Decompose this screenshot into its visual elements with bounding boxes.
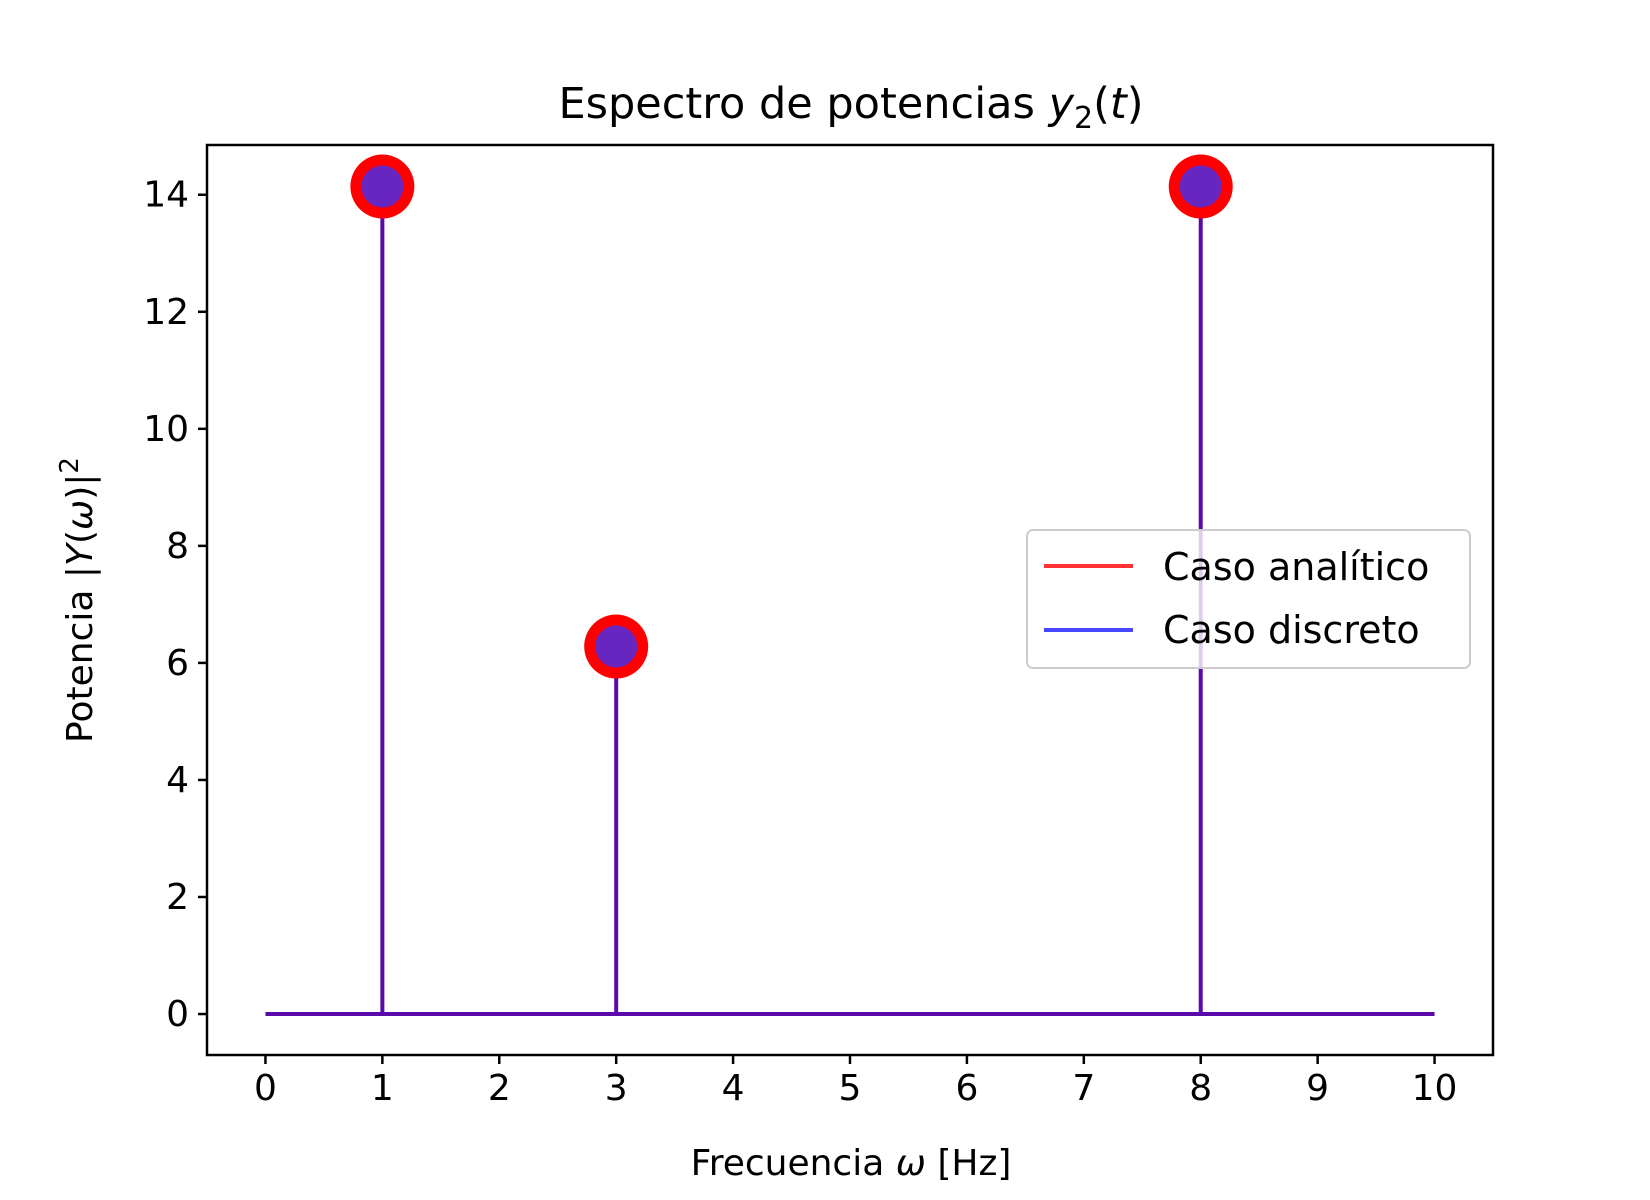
title-close-paren: ): [1127, 79, 1144, 129]
x-tick-label-9: 9: [1306, 1068, 1329, 1109]
y-axis-label-open-paren: (: [60, 530, 101, 544]
x-tick-label-1: 1: [371, 1068, 394, 1109]
markers-layer: [350, 154, 1233, 679]
title-prefix: Espectro de potencias: [558, 79, 1048, 129]
y-tick-label-12: 12: [143, 292, 189, 333]
y-axis-label-variable-omega: ω: [60, 500, 101, 530]
x-tick-label-7: 7: [1072, 1068, 1095, 1109]
marker-caso-discreto-x-1: [361, 165, 404, 208]
x-axis-label-prefix: Frecuencia: [691, 1143, 896, 1184]
x-axis-label: Frecuencia ω [Hz]: [691, 1143, 1012, 1184]
y-axis-label-variable-y: Y: [60, 541, 101, 566]
chart-title: Espectro de potencias y2(t): [558, 79, 1143, 136]
x-axis-label-variable: ω: [896, 1143, 926, 1184]
y-axis-label-superscript: 2: [55, 457, 85, 474]
y-tick-label-0: 0: [166, 994, 189, 1035]
title-subscript: 2: [1074, 101, 1093, 136]
y-axis-label-close: )|: [60, 474, 101, 500]
legend: Caso analítico Caso discreto: [1026, 529, 1471, 669]
y-axis-label: Potencia |Y(ω)|2: [55, 457, 101, 743]
axes-frame: [205, 143, 1495, 1057]
x-tick-label-10: 10: [1412, 1068, 1458, 1109]
title-open-paren: (: [1093, 79, 1110, 129]
title-argument: t: [1110, 79, 1129, 129]
x-tick-label-6: 6: [955, 1068, 978, 1109]
x-tick-label-3: 3: [605, 1068, 628, 1109]
y-tick-label-6: 6: [166, 643, 189, 684]
legend-label-caso-analitico: Caso analítico: [1163, 545, 1429, 589]
y-tick-label-14: 14: [143, 175, 189, 216]
y-tick-label-8: 8: [166, 526, 189, 567]
y-axis-label-prefix: Potencia |: [60, 566, 101, 743]
x-tick-label-0: 0: [254, 1068, 277, 1109]
y-tick-label-4: 4: [166, 760, 189, 801]
title-variable: y: [1047, 79, 1075, 129]
x-tick-label-5: 5: [839, 1068, 862, 1109]
legend-label-caso-discreto: Caso discreto: [1163, 608, 1420, 652]
y-tick-label-2: 2: [166, 877, 189, 918]
marker-caso-discreto-x-3: [595, 625, 638, 668]
x-tick-label-8: 8: [1189, 1068, 1212, 1109]
y-tick-label-10: 10: [143, 409, 189, 450]
x-tick-label-4: 4: [722, 1068, 745, 1109]
marker-caso-discreto-x-8: [1179, 165, 1222, 208]
legend-box: [1026, 529, 1471, 669]
x-tick-label-2: 2: [488, 1068, 511, 1109]
x-axis-label-suffix: [Hz]: [926, 1143, 1012, 1184]
